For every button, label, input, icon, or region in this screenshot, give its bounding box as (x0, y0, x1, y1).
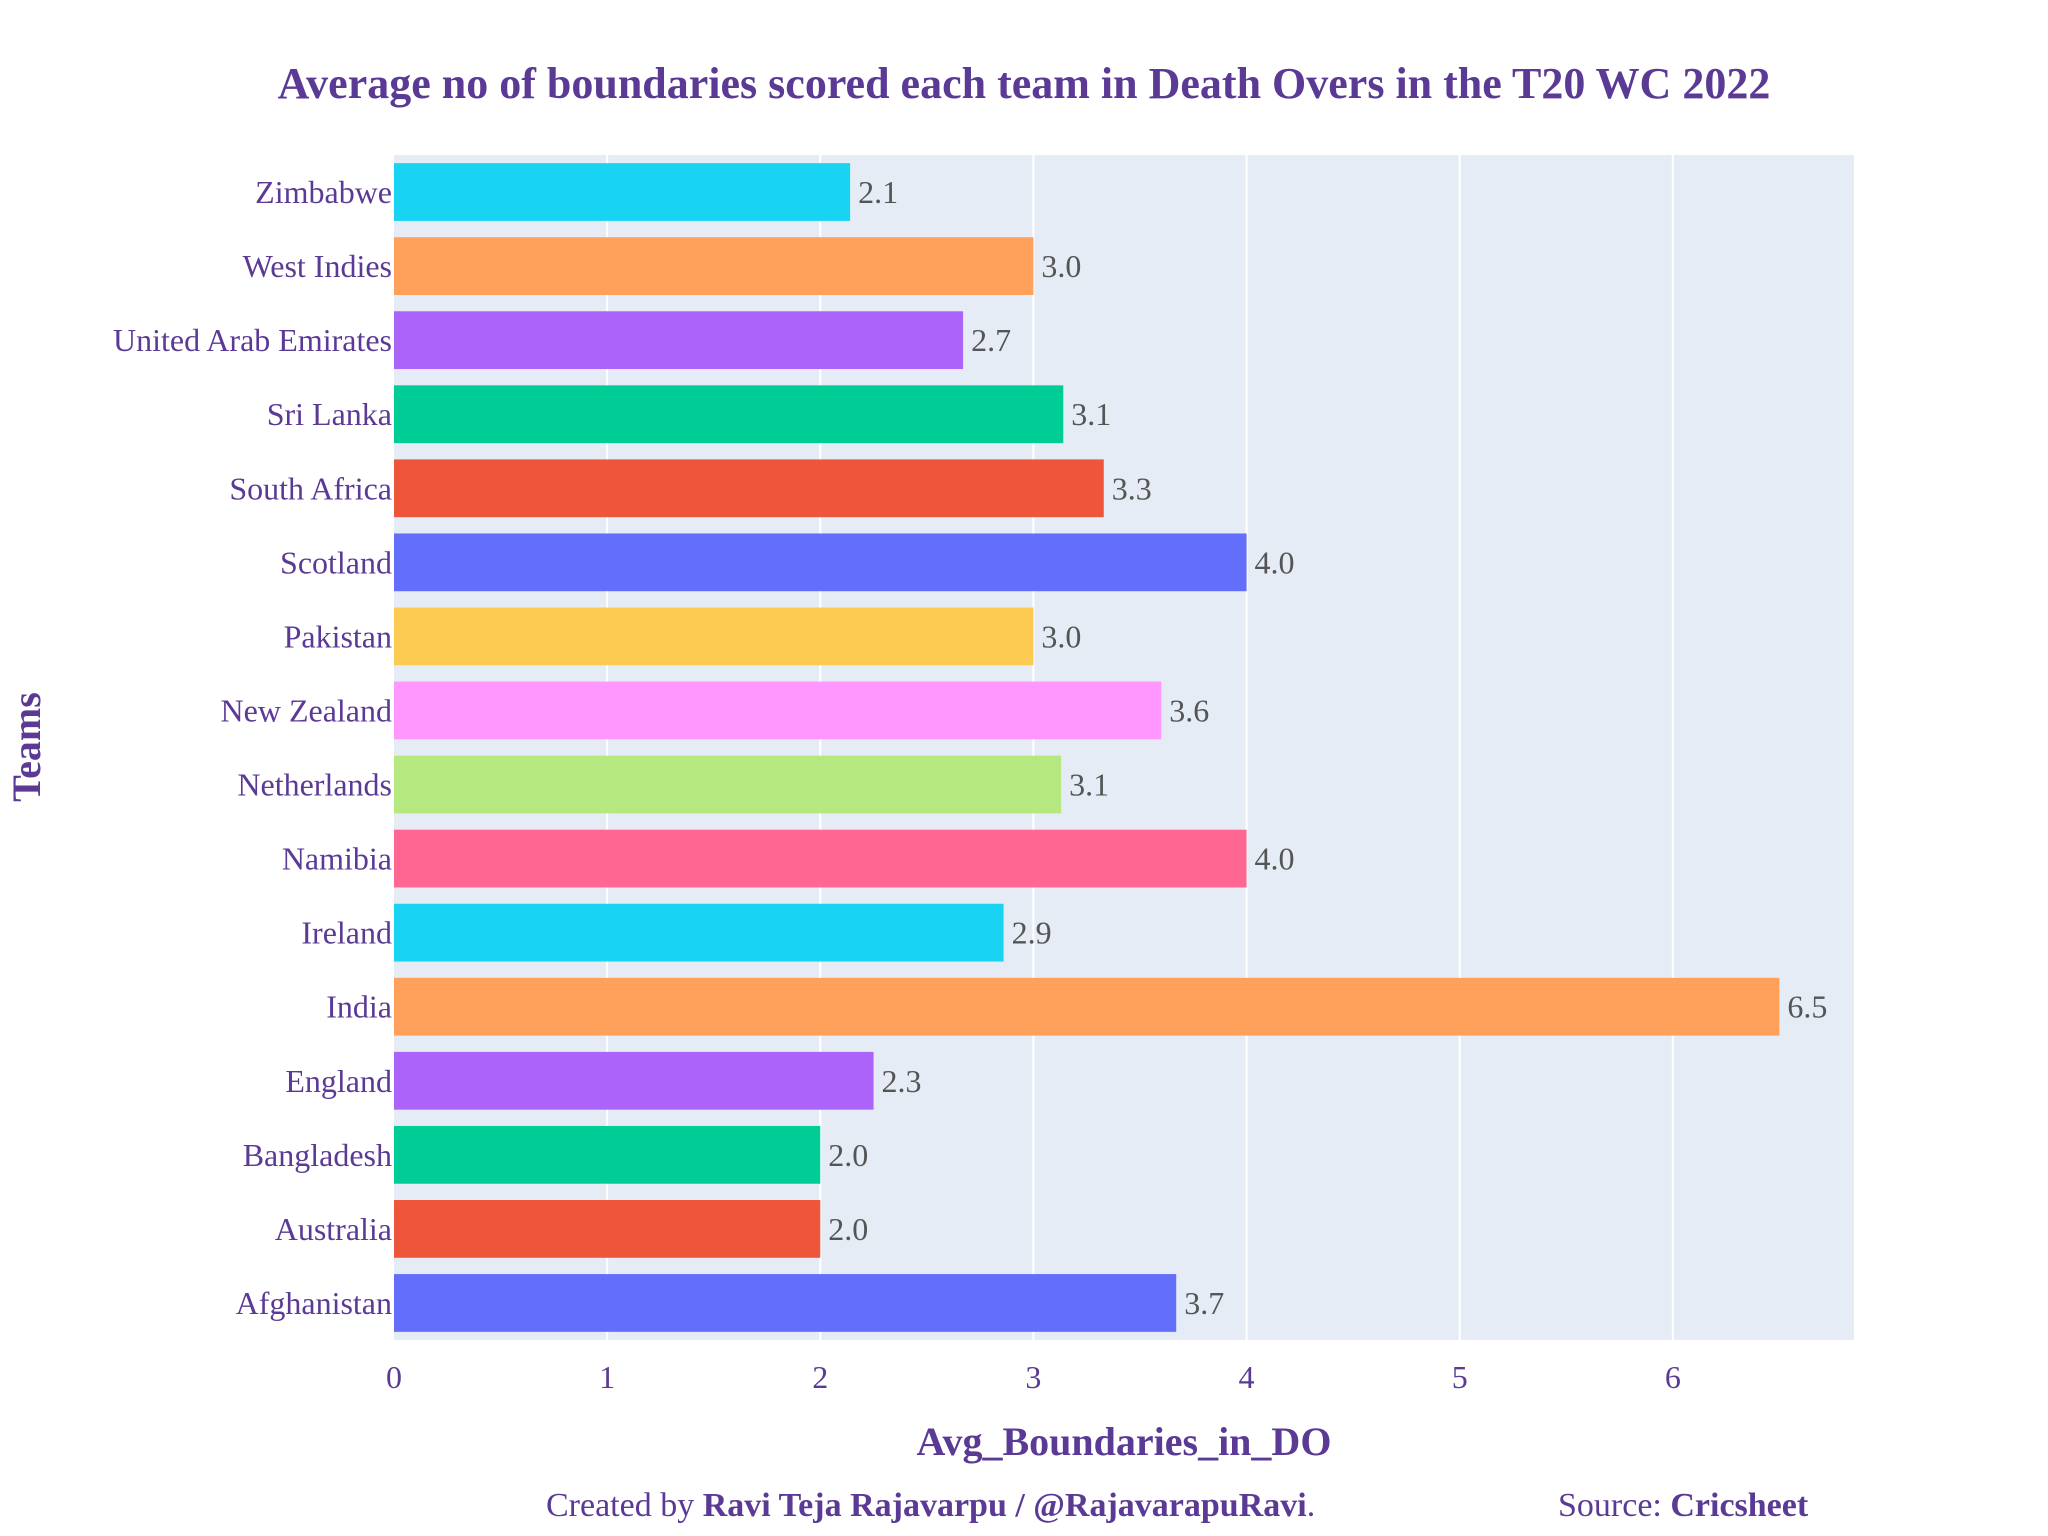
bar (394, 903, 1004, 962)
bar (394, 1200, 821, 1258)
y-tick-label: Scotland (280, 544, 392, 580)
source-prefix: Source: (1558, 1487, 1670, 1524)
y-tick-label: England (285, 1063, 392, 1099)
bars (394, 163, 1780, 1332)
y-tick-label: United Arab Emirates (113, 322, 392, 358)
y-tick-label: Namibia (282, 841, 392, 877)
credit-prefix: Created by (546, 1487, 703, 1524)
bar-value-label: 4.0 (1255, 544, 1295, 580)
y-tick-label: West Indies (243, 248, 392, 284)
bar (394, 1051, 874, 1110)
y-tick-label: New Zealand (221, 692, 392, 728)
bar (394, 607, 1034, 666)
y-tick-label: Afghanistan (236, 1285, 392, 1321)
bar-value-label: 2.3 (882, 1063, 922, 1099)
x-tick-label: 4 (1239, 1359, 1255, 1395)
bar-value-label: 2.0 (828, 1211, 868, 1247)
x-tick-label: 5 (1452, 1359, 1468, 1395)
y-tick-label: Pakistan (284, 618, 392, 654)
bar (394, 829, 1247, 888)
bar (394, 533, 1247, 592)
credit-author: Ravi Teja Rajavarpu / @RajavarapuRavi (703, 1487, 1307, 1524)
credit-suffix: . (1307, 1487, 1316, 1524)
y-tick-label: Zimbabwe (255, 174, 392, 210)
y-tick-label: Bangladesh (243, 1137, 392, 1173)
x-tick-label: 6 (1665, 1359, 1681, 1395)
bar-value-label: 3.3 (1112, 470, 1152, 506)
bar-value-label: 3.1 (1071, 396, 1111, 432)
y-tick-label: Sri Lanka (267, 396, 392, 432)
bar-value-label: 3.6 (1169, 692, 1209, 728)
y-tick-labels: Afghanistan Australia Bangladesh England Ind… (113, 174, 392, 1321)
bar-value-label: 3.0 (1041, 618, 1081, 654)
bar (394, 163, 851, 221)
y-axis-title: Teams (4, 692, 49, 802)
bar-value-label: 3.0 (1041, 248, 1081, 284)
bar-value-label: 3.7 (1184, 1285, 1224, 1321)
x-tick-labels: 0 1 2 3 4 5 6 (386, 1359, 1681, 1395)
bar-value-label: 3.1 (1069, 767, 1109, 803)
x-tick-label: 1 (599, 1359, 615, 1395)
source-text: Source: Cricsheet (1558, 1487, 1809, 1524)
bar (394, 1125, 821, 1184)
y-tick-label: Netherlands (237, 767, 392, 803)
y-tick-label: India (326, 989, 392, 1025)
bar-value-label: 2.9 (1012, 915, 1052, 951)
y-tick-label: Australia (275, 1211, 392, 1247)
bar (394, 385, 1064, 444)
x-tick-label: 3 (1025, 1359, 1041, 1395)
x-tick-label: 0 (386, 1359, 402, 1395)
y-tick-label: Ireland (301, 915, 392, 951)
bar-value-label: 2.0 (828, 1137, 868, 1173)
bar-value-label: 4.0 (1255, 841, 1295, 877)
bar (394, 681, 1162, 740)
bar (394, 459, 1104, 518)
bar (394, 1274, 1177, 1332)
source-name: Cricsheet (1670, 1487, 1809, 1524)
x-axis-title: Avg_Boundaries_in_DO (917, 1419, 1332, 1464)
x-tick-label: 2 (812, 1359, 828, 1395)
y-tick-label: South Africa (229, 470, 392, 506)
bar-value-labels: 3.7 2.0 2.0 2.3 6.5 2.9 4.0 3.1 3.6 3.0 4.0 3.3 3.1 2… (828, 174, 1827, 1321)
bar (394, 311, 964, 370)
bar-value-label: 6.5 (1787, 989, 1827, 1025)
chart-title: Average no of boundaries scored each tea… (278, 59, 1771, 108)
bar (394, 977, 1780, 1036)
credit-text: Created by Ravi Teja Rajavarpu / @Rajava… (546, 1487, 1315, 1524)
bar (394, 755, 1062, 814)
bar-value-label: 2.1 (858, 174, 898, 210)
bar (394, 237, 1034, 295)
bar-value-label: 2.7 (971, 322, 1011, 358)
